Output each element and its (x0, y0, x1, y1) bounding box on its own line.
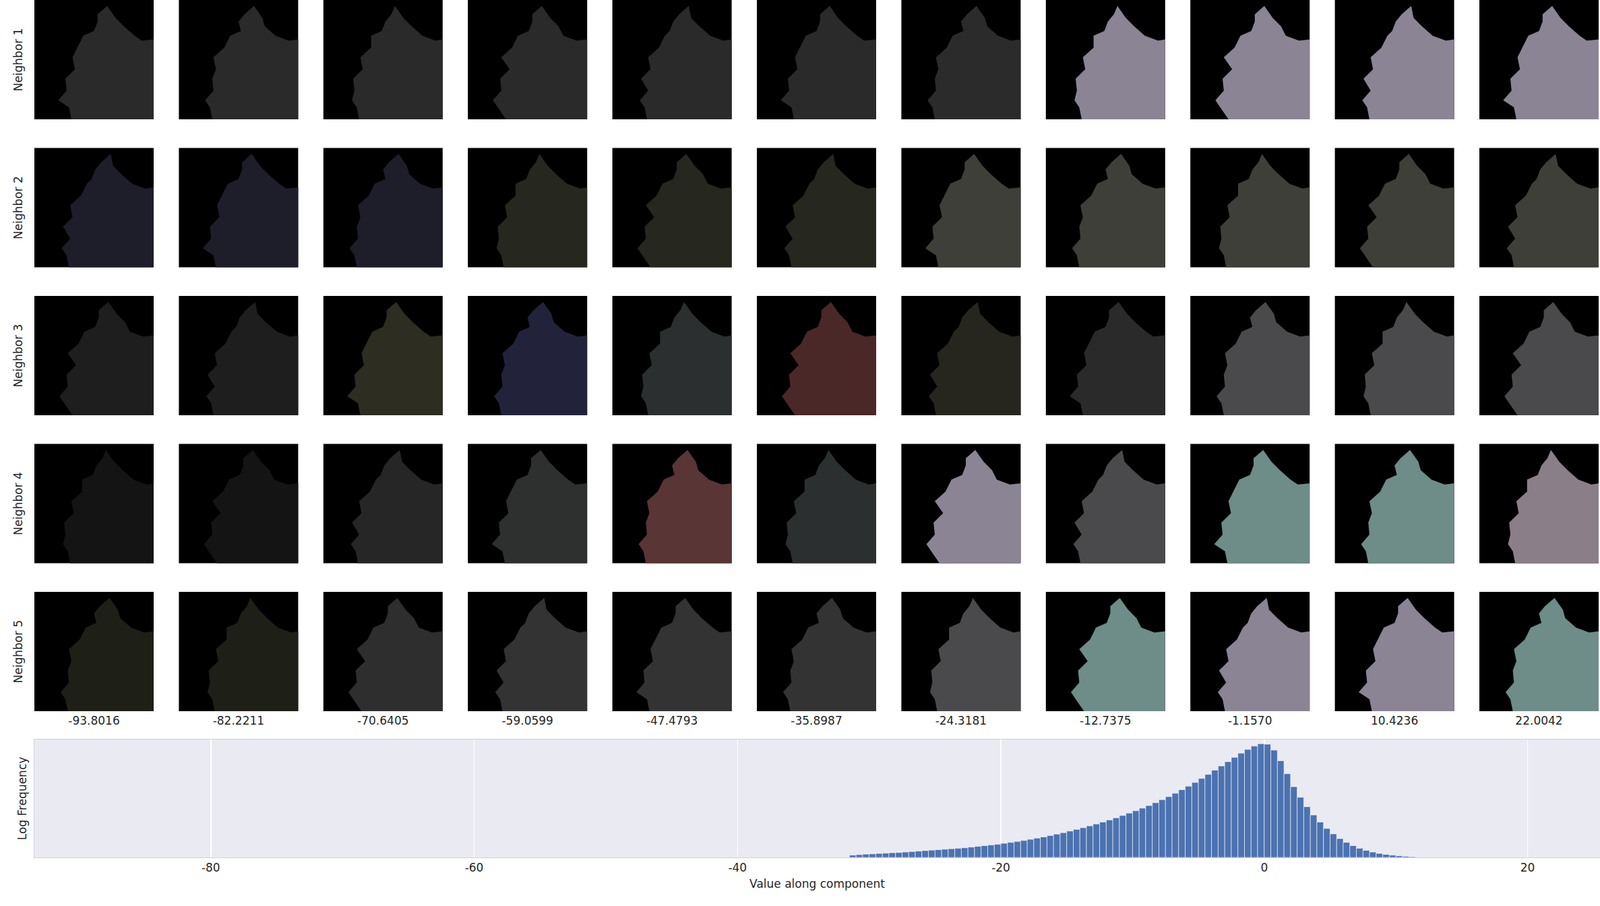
svg-text:Neighbor 4: Neighbor 4 (11, 471, 25, 536)
svg-text:Value along component: Value along component (749, 876, 885, 891)
svg-text:-80: -80 (201, 860, 221, 875)
svg-text:-47.4793: -47.4793 (646, 713, 698, 728)
svg-text:10.4236: 10.4236 (1370, 713, 1419, 728)
svg-text:Neighbor 1: Neighbor 1 (11, 28, 25, 92)
svg-text:-93.8016: -93.8016 (68, 713, 120, 728)
svg-text:Neighbor 5: Neighbor 5 (11, 620, 25, 684)
svg-text:-24.3181: -24.3181 (935, 713, 987, 728)
svg-text:Neighbor 3: Neighbor 3 (11, 324, 25, 388)
svg-text:20: 20 (1520, 860, 1536, 875)
svg-text:-70.6405: -70.6405 (357, 713, 409, 728)
svg-text:Neighbor 2: Neighbor 2 (11, 175, 25, 240)
svg-text:22.0042: 22.0042 (1515, 713, 1563, 728)
svg-text:Log Frequency: Log Frequency (15, 756, 29, 841)
svg-text:-20: -20 (991, 860, 1011, 875)
svg-text:0: 0 (1260, 860, 1268, 875)
svg-text:-59.0599: -59.0599 (501, 713, 553, 728)
svg-text:-40: -40 (727, 860, 747, 875)
svg-text:-60: -60 (465, 860, 484, 875)
svg-text:-12.7375: -12.7375 (1079, 713, 1131, 728)
svg-text:-82.2211: -82.2211 (212, 713, 265, 728)
svg-text:-1.1570: -1.1570 (1227, 713, 1273, 728)
svg-text:-35.8987: -35.8987 (790, 713, 842, 728)
